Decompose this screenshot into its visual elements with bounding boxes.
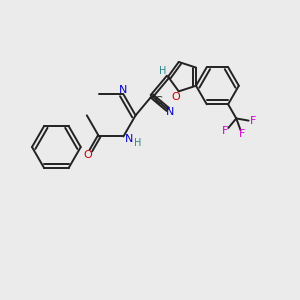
Text: O: O [171, 92, 180, 102]
Text: F: F [222, 126, 229, 136]
Text: N: N [124, 134, 133, 144]
Text: N: N [166, 107, 175, 117]
Text: N: N [118, 85, 127, 95]
Text: F: F [250, 116, 256, 126]
Text: H: H [134, 138, 141, 148]
Text: F: F [239, 129, 245, 140]
Text: H: H [159, 66, 166, 76]
Text: C: C [154, 96, 162, 106]
Text: O: O [84, 150, 93, 160]
